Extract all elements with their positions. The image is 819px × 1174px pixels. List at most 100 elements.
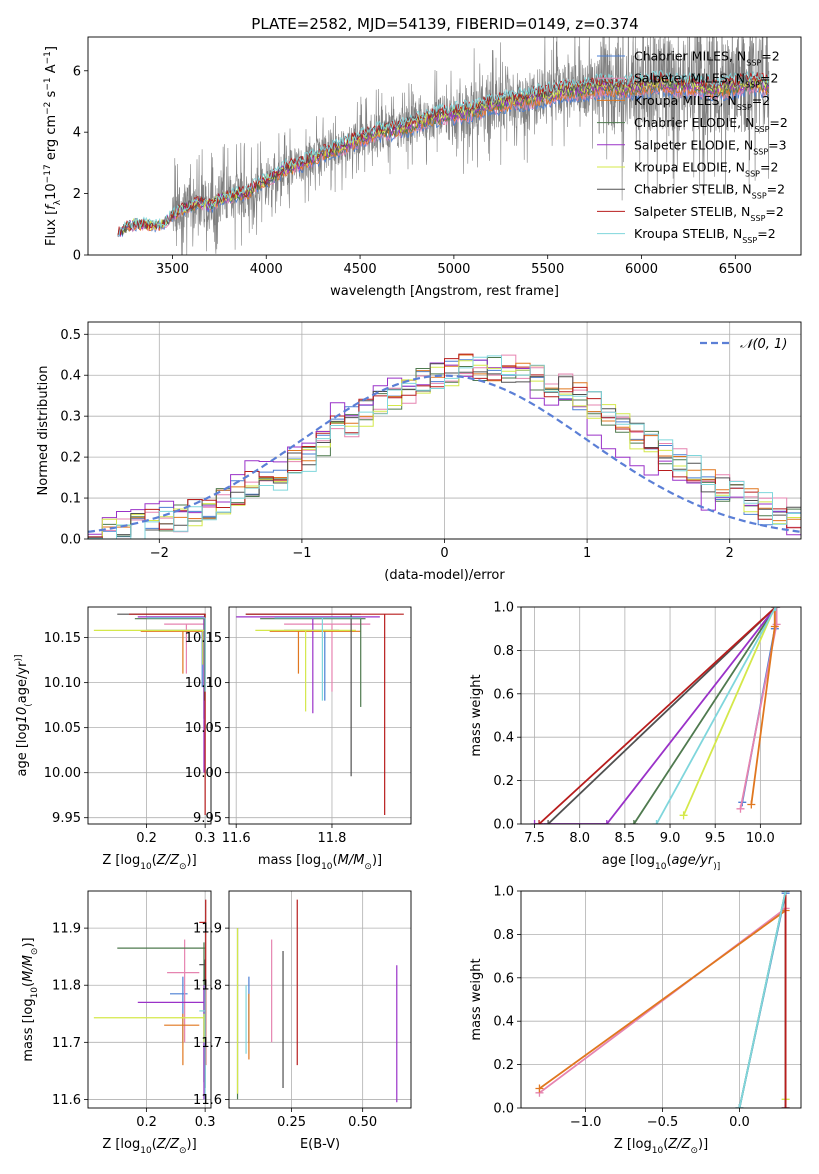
legend-entry: Salpeter STELIB, NSSP=2 bbox=[634, 204, 784, 223]
x-tick-label: 10.0 bbox=[746, 831, 775, 846]
y-tick-label: 0.2 bbox=[60, 451, 81, 466]
legend-nssp: 2 bbox=[762, 93, 770, 108]
axis-label-part: 10 bbox=[140, 862, 152, 872]
legend-sub: SSP bbox=[752, 191, 767, 200]
plot-area bbox=[88, 353, 801, 539]
axis-label-part: age [log bbox=[15, 723, 30, 776]
legend-model-name: Kroupa MILES bbox=[634, 93, 720, 108]
cumulative-marker bbox=[652, 820, 661, 824]
axis-label-part: 10 bbox=[44, 183, 59, 200]
legend-entry: Kroupa MILES, NSSP=2 bbox=[634, 93, 770, 112]
cumulative-age-panel: 7.5 8.0 8.5 9.0 9.5 10.0 0.0 0.2 0.4 0.6 0.8 1.0 age… bbox=[469, 601, 802, 872]
axis-label-part: λ bbox=[53, 199, 63, 205]
x-tick-label: 0.3 bbox=[195, 1115, 216, 1130]
x-tick-label: 0 bbox=[440, 546, 448, 561]
axis-label-part: Z [log bbox=[102, 853, 140, 868]
cumulative-marker bbox=[544, 820, 553, 824]
cumulative-line-8 bbox=[738, 891, 787, 1108]
plot-area bbox=[535, 891, 790, 1108]
axis-label-part: ( bbox=[333, 853, 338, 868]
x-tick-label: 5000 bbox=[437, 262, 470, 277]
y-tick-label: 1.0 bbox=[493, 885, 514, 900]
legend-eq: = bbox=[761, 49, 771, 64]
y-tick-label: 0.2 bbox=[493, 774, 514, 789]
legend-entry: Chabrier ELODIE, NSSP=2 bbox=[634, 115, 788, 134]
plot-area bbox=[530, 607, 781, 824]
axis-label-part: ( bbox=[666, 853, 671, 868]
x-tick-label: 11.8 bbox=[317, 831, 346, 846]
y-tick-label: 11.7 bbox=[52, 1036, 81, 1051]
x-axis-label: wavelength [Angstrom, rest frame] bbox=[330, 284, 559, 299]
x-tick-label: 0.3 bbox=[195, 831, 216, 846]
axis-label: Z [log10(Z/Z⊙)] bbox=[614, 1137, 708, 1156]
plot-area bbox=[117, 37, 770, 255]
y-axis-label: mass weight bbox=[469, 958, 484, 1040]
y-tick-label: 1.0 bbox=[493, 601, 514, 616]
y-tick-label: 0.0 bbox=[493, 1102, 514, 1117]
legend-nssp: 2 bbox=[768, 226, 776, 241]
axis-label-part: 10 bbox=[15, 707, 30, 724]
axis-label: age [log10(age/yr)] bbox=[602, 853, 720, 872]
cumulative-marker bbox=[535, 820, 544, 824]
axis-label-part: −1 bbox=[43, 51, 53, 64]
legend-nssp: 2 bbox=[780, 115, 788, 130]
axis-label-part: ⊙ bbox=[690, 1146, 698, 1156]
y-tick-label: 11.6 bbox=[193, 1093, 222, 1108]
age-vs-mass-panel: 11.6 11.8 9.95 10.00 10.05 10.10 10.15 mass [lo… bbox=[185, 606, 412, 872]
axis-label-part: )] bbox=[21, 937, 36, 947]
axes-frame bbox=[520, 890, 802, 1109]
legend-sub: SSP bbox=[742, 236, 757, 245]
legend-sub: SSP bbox=[750, 213, 765, 222]
legend-model-name: Kroupa STELIB bbox=[634, 226, 725, 241]
axis-label: mass [log10(M/M⊙)] bbox=[258, 853, 382, 872]
x-tick-label: 0.25 bbox=[277, 1115, 306, 1130]
axis-label-part: −17 bbox=[43, 164, 53, 183]
axis-label-part: Z [log bbox=[614, 1137, 652, 1152]
legend-entry: Salpeter MILES, NSSP=2 bbox=[634, 71, 778, 90]
y-tick-label: 0.2 bbox=[493, 1058, 514, 1073]
legend-model-name: Kroupa ELODIE bbox=[634, 160, 728, 175]
axis-label-part: Z [log bbox=[102, 1137, 140, 1152]
cumulative-metallicity-panel: −1.0 −0.5 0.0 0.0 0.2 0.4 0.6 0.8 1.0 Z [log10(Z/… bbox=[469, 885, 802, 1156]
legend-n: , N bbox=[729, 49, 746, 64]
plot-area bbox=[236, 899, 398, 1103]
axis-label-part: 10 bbox=[655, 862, 667, 872]
y-tick-label: 0.5 bbox=[60, 328, 81, 343]
y-tick-label: 2 bbox=[73, 187, 81, 202]
axis-label-part: )] bbox=[698, 1137, 708, 1152]
cumulative-line-8 bbox=[655, 607, 777, 824]
y-tick-label: 10.10 bbox=[185, 676, 222, 691]
legend-model-name: Salpeter ELODIE bbox=[634, 137, 736, 152]
x-tick-label: −1.0 bbox=[570, 1115, 602, 1130]
axis-label-part: Z/Z bbox=[667, 1137, 691, 1152]
legend-model-name: Chabrier STELIB bbox=[634, 182, 734, 197]
y-tick-label: 11.6 bbox=[52, 1093, 81, 1108]
legend-eq: = bbox=[760, 71, 770, 86]
y-tick-label: 0.4 bbox=[493, 731, 514, 746]
axis-label-part: ( bbox=[152, 853, 157, 868]
cumulative-marker bbox=[629, 820, 638, 824]
legend-entry: Chabrier STELIB, NSSP=2 bbox=[634, 182, 785, 201]
axis-label-part: 10 bbox=[30, 987, 40, 999]
y-tick-label: 0.1 bbox=[60, 492, 81, 507]
axes-frame bbox=[228, 606, 412, 825]
plot-area bbox=[236, 613, 404, 815]
cumulative-marker bbox=[735, 1104, 744, 1108]
cumulative-marker bbox=[679, 811, 688, 820]
legend-eq: = bbox=[757, 226, 767, 241]
legend-nssp: 2 bbox=[770, 160, 778, 175]
residual-histogram-7 bbox=[88, 353, 801, 539]
model-spectrum-8 bbox=[117, 69, 770, 237]
plot-area bbox=[93, 899, 207, 1100]
y-tick-label: 10.15 bbox=[185, 631, 222, 646]
legend-nssp: 3 bbox=[779, 137, 787, 152]
legend-entry: Chabrier MILES, NSSP=2 bbox=[634, 49, 780, 68]
legend-entry: Salpeter ELODIE, NSSP=3 bbox=[634, 137, 787, 156]
legend-model-name: Salpeter MILES bbox=[634, 71, 728, 86]
x-axis-label: (data-model)/error bbox=[384, 568, 505, 583]
axis-label: Z [log10(Z/Z⊙)] bbox=[102, 853, 196, 872]
cumulative-marker bbox=[747, 800, 756, 809]
cumulative-marker bbox=[535, 1084, 544, 1093]
